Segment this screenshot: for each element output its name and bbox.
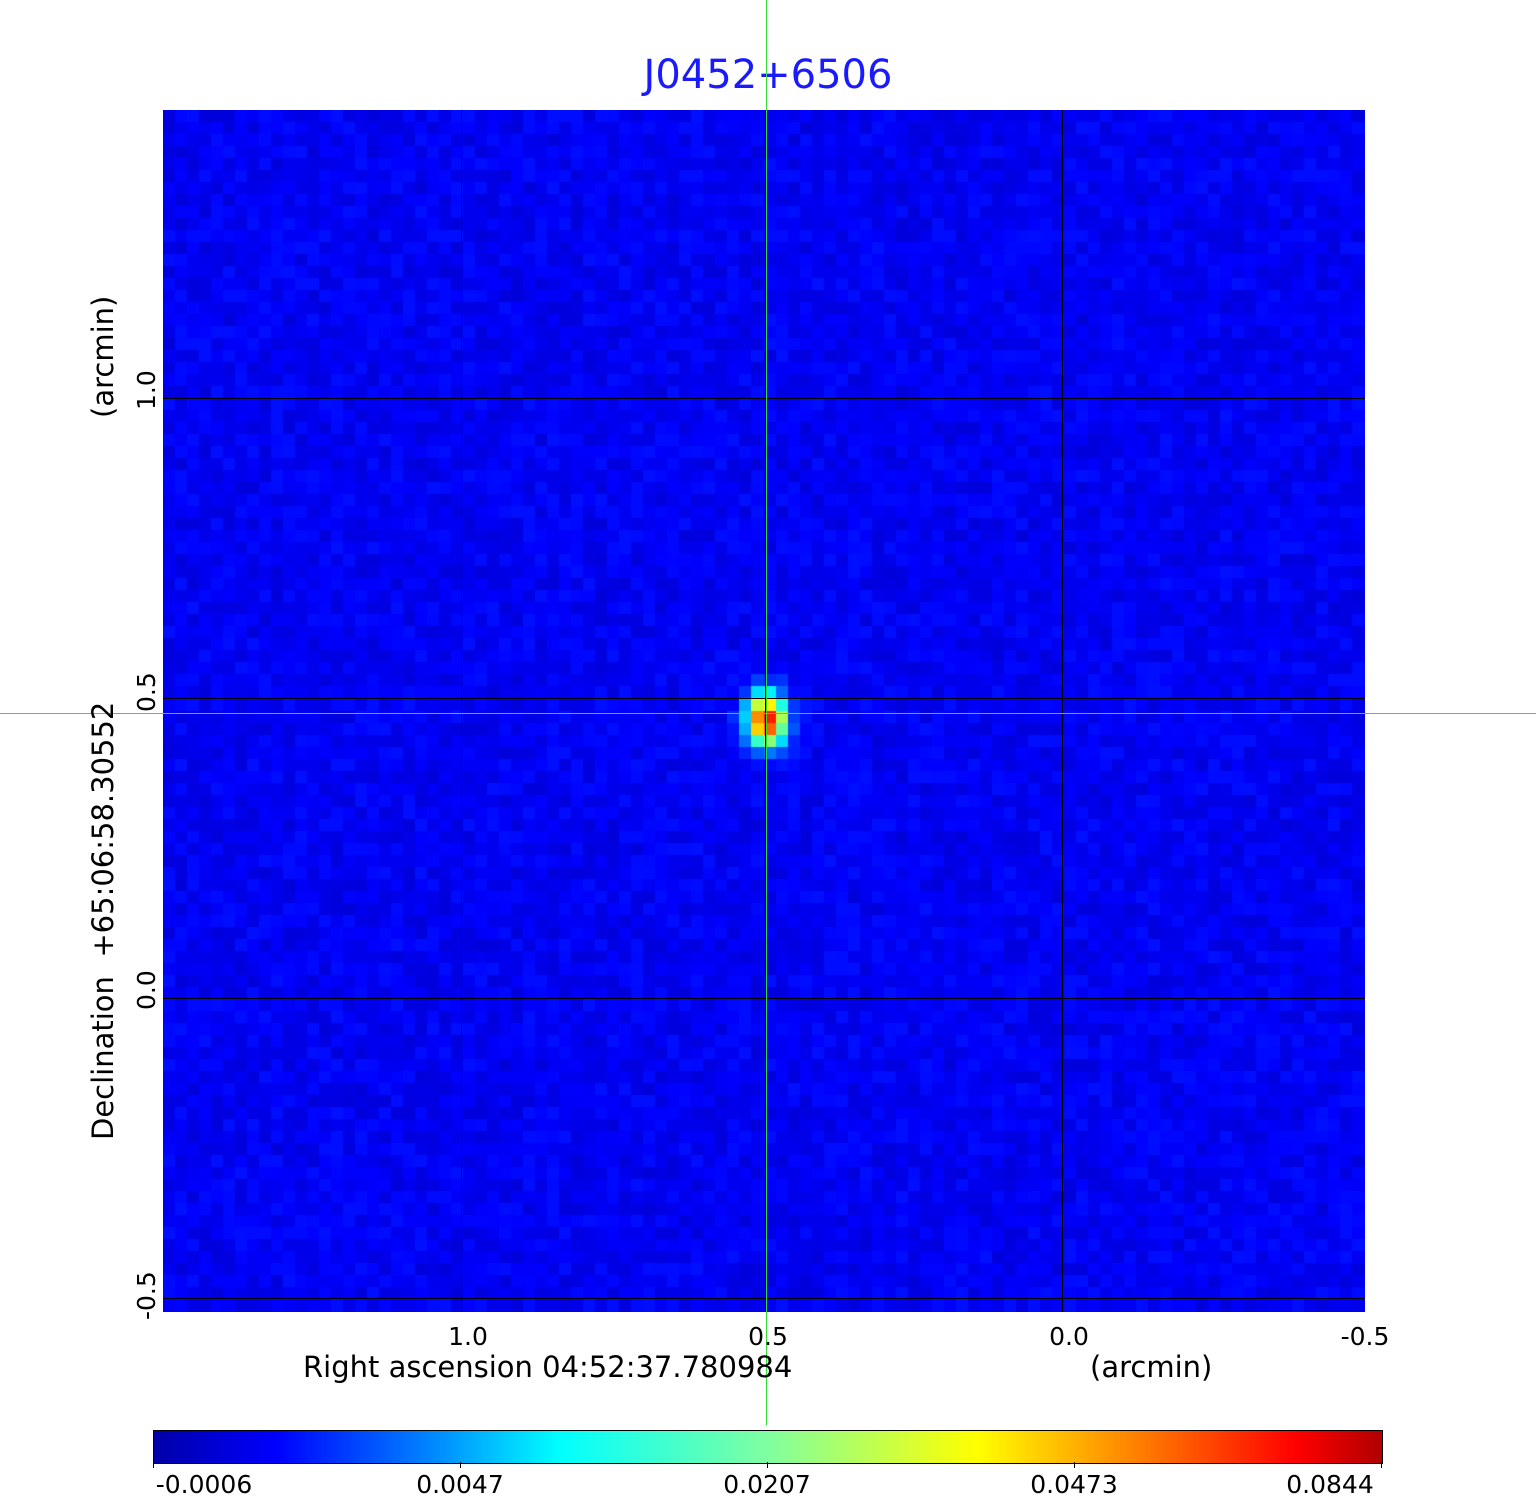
grid-line-y--0.5 [163,1298,1365,1299]
x-tick-label: 1.0 [448,1322,488,1351]
crosshair-vertical[interactable] [766,0,767,1425]
colorbar-tick [1381,1462,1382,1468]
grid-line-x-1.0 [461,110,462,1312]
colorbar-tick [1074,1462,1075,1468]
x-tick-label: 0.5 [748,1322,788,1351]
grid-line-y-1.0 [163,398,1365,399]
y-tick-label: -0.5 [132,1271,161,1320]
y-axis-label: Declination +65:06:58.30552 [86,701,120,1140]
colorbar-tick [460,1462,461,1468]
chart-title: J0452+6506 [643,52,893,98]
colorbar-label: 0.0473 [1030,1470,1118,1499]
colorbar-label: 0.0844 [1286,1470,1374,1499]
x-tick-label: -0.5 [1340,1322,1390,1351]
grid-line-y-0.5 [163,698,1365,699]
y-tick-label: 1.0 [132,370,161,410]
colorbar-tick [153,1462,154,1468]
y-axis-unit: (arcmin) [86,295,120,418]
colorbar-label: -0.0006 [155,1470,253,1499]
x-tick-label: 0.0 [1049,1322,1089,1351]
x-axis-unit: (arcmin) [1090,1350,1213,1384]
colorbar-label: 0.0207 [723,1470,811,1499]
grid-line-x-0.0 [1062,110,1063,1312]
y-tick-label: 0.0 [132,970,161,1010]
y-tick-label: 0.5 [132,672,161,712]
colorbar [153,1430,1383,1464]
grid-line-y-0.0 [163,998,1365,999]
colorbar-tick [767,1462,768,1468]
colorbar-label: 0.0047 [416,1470,504,1499]
grid-line-x-0.5 [765,110,766,1312]
x-axis-label: Right ascension 04:52:37.780984 [303,1350,793,1384]
radio-image-heatmap[interactable] [163,110,1365,1312]
crosshair-horizontal[interactable] [0,713,1536,714]
